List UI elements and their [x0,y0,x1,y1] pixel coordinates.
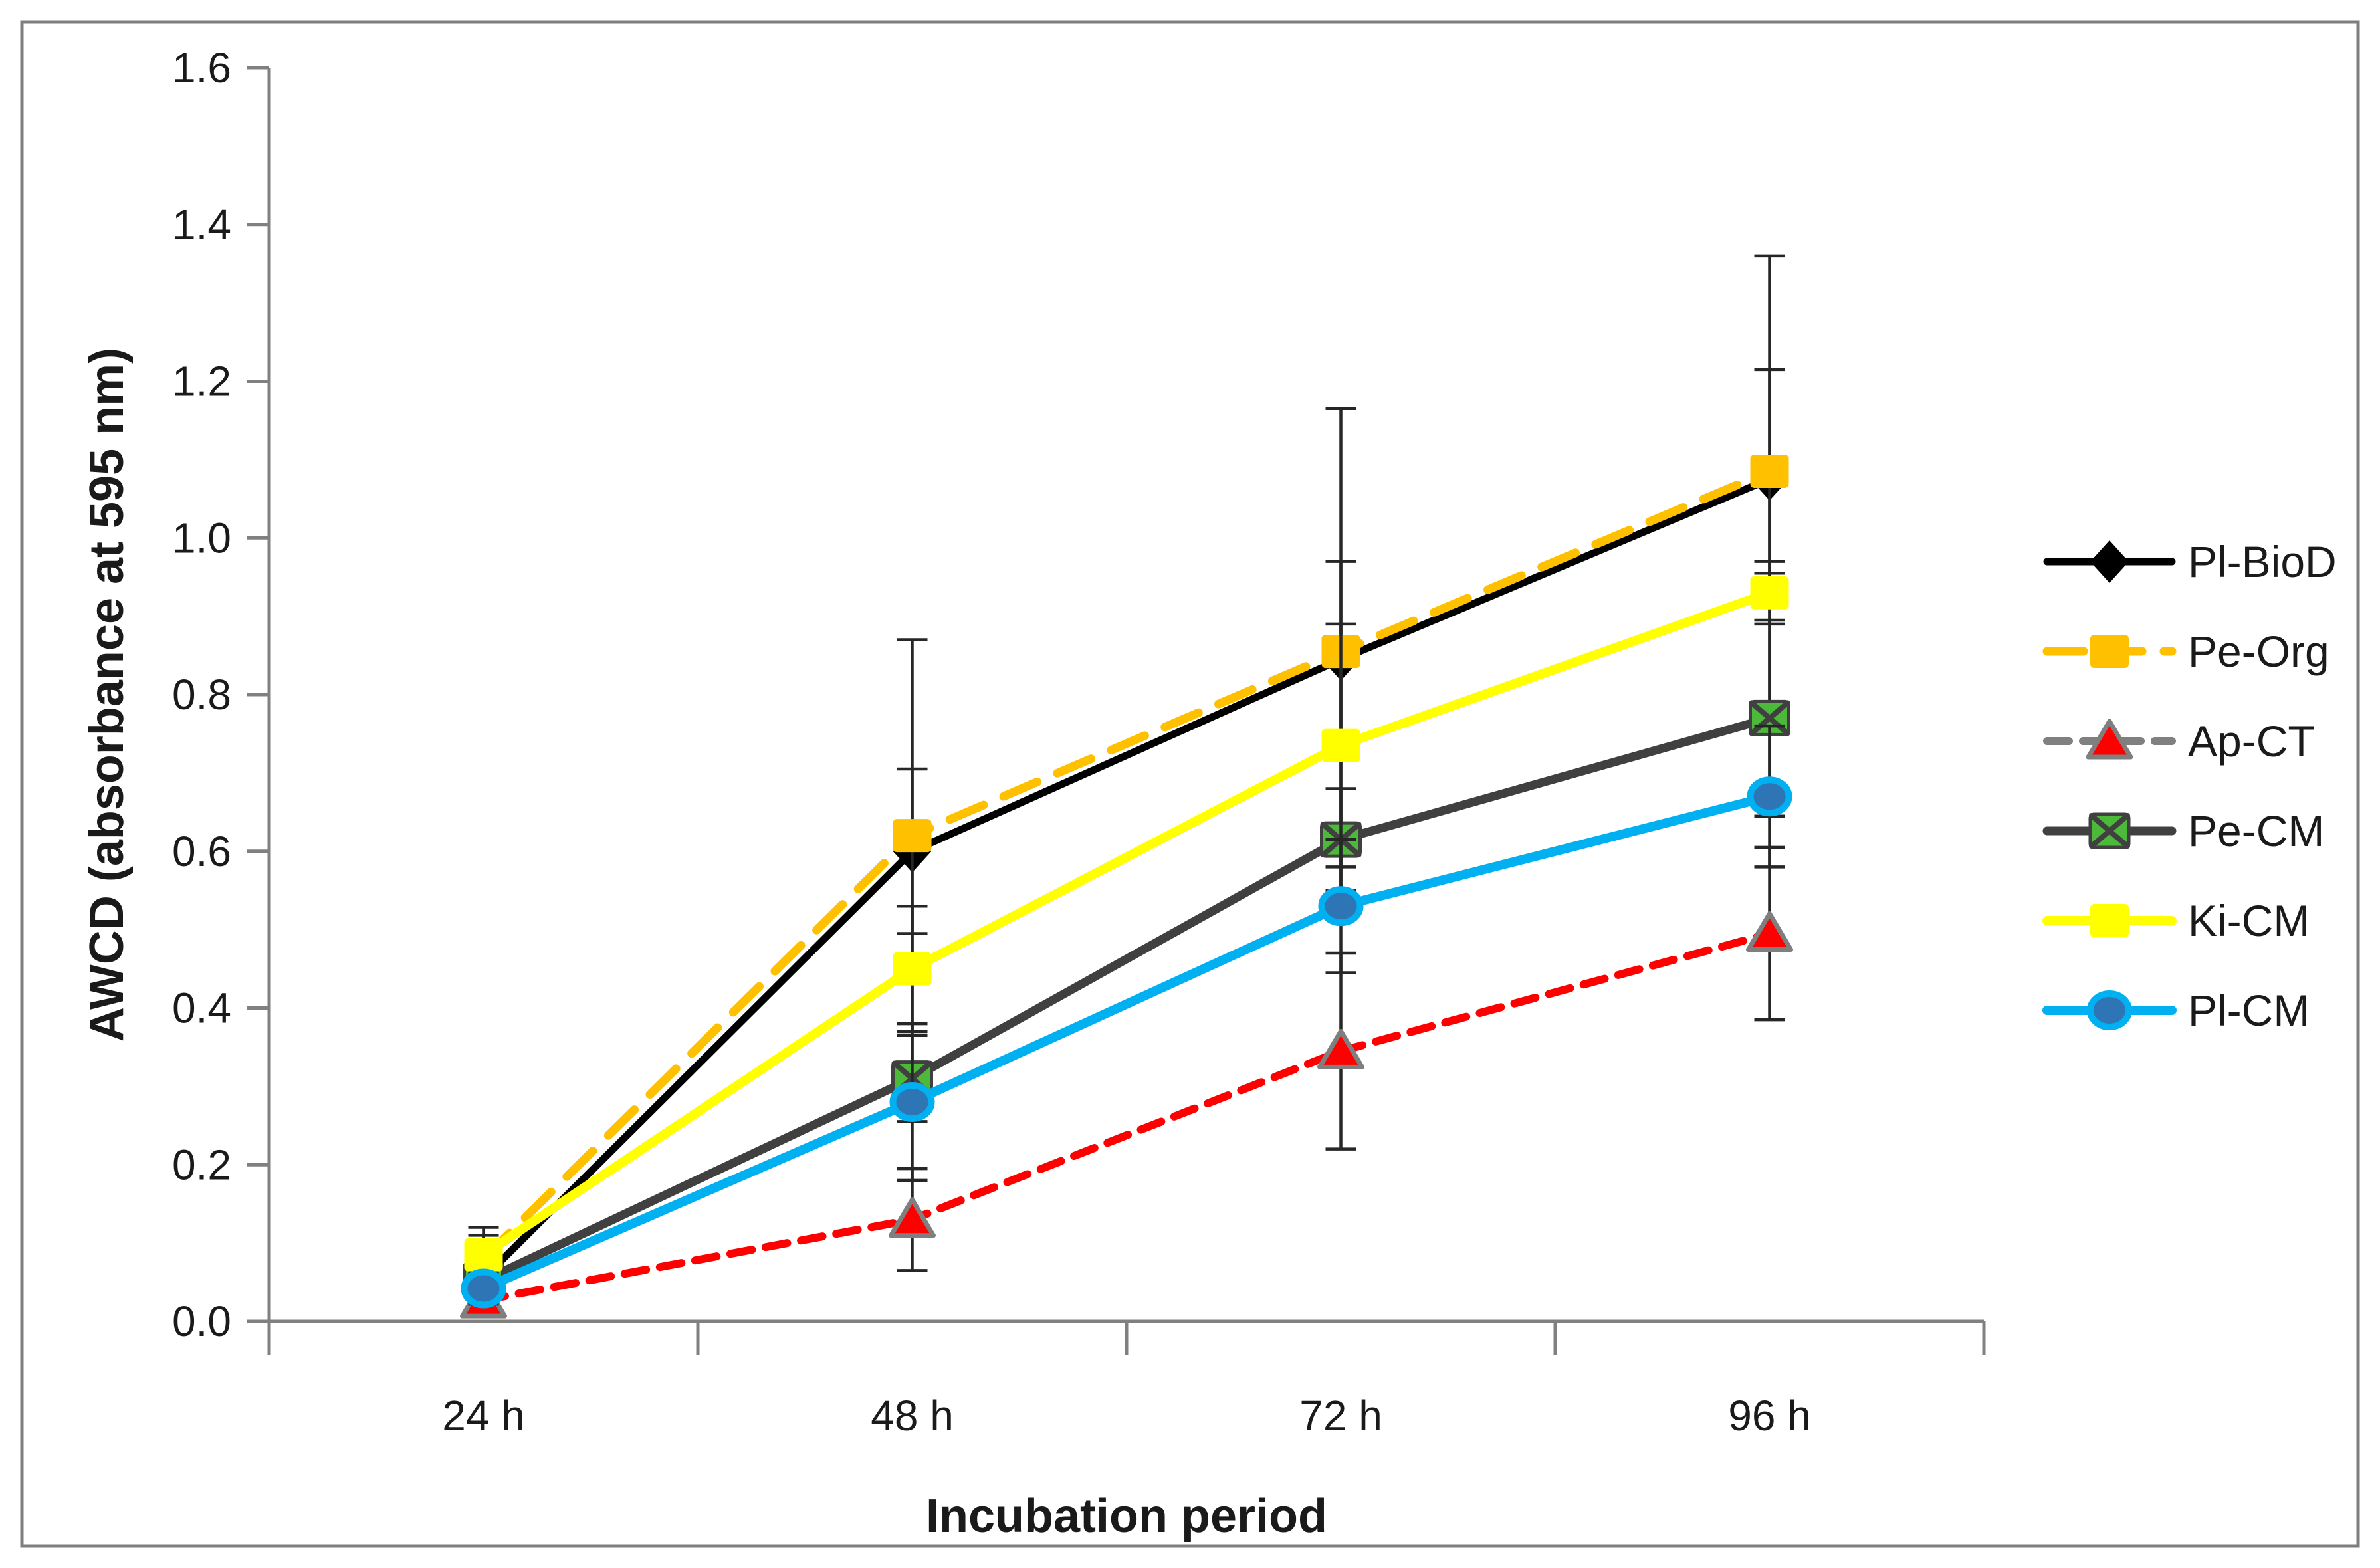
legend-label: Pl-BioD [2188,537,2337,586]
legend-label: Pl-CM [2188,986,2310,1035]
series-line [479,792,1775,1293]
legend-item: Pl-CM [2042,986,2310,1035]
series-line [479,713,1774,1286]
y-tick-label: 1.2 [172,358,231,405]
y-tick-label: 0.8 [172,671,231,719]
series-line [479,588,1775,1260]
series-line [479,467,1774,1264]
y-tick-label: 0.2 [172,1141,231,1188]
legend-marker [2086,719,2133,760]
legend-marker [2090,635,2129,668]
legend-marker-x2 [2089,813,2130,849]
series-marker [1317,1028,1364,1069]
legend-label: Pe-Org [2188,627,2329,676]
x-tick-label: 72 h [1299,1392,1382,1440]
y-axis-title: AWCD (absorbance at 595 nm) [80,348,134,1042]
series-marker [1747,776,1792,817]
y-tick-label: 1.0 [172,514,231,562]
legend-item: Pl-BioD [2043,537,2337,586]
axes [247,66,1986,1355]
legend-item: Ap-CT [2043,717,2315,766]
y-tick-label: 0.6 [172,828,231,875]
series-marker [1321,728,1360,762]
x-tick-label: 48 h [871,1392,954,1440]
series-marker [1750,455,1789,489]
series-marker [893,819,932,853]
series-marker [889,1197,936,1238]
legend-marker [2090,540,2129,583]
series-line [479,929,1774,1305]
x-tick-label: 96 h [1728,1392,1811,1440]
x-axis-title: Incubation period [926,1490,1327,1543]
legend-label: Pe-CM [2188,806,2324,855]
legend-item: Pe-Org [2042,627,2329,676]
series-marker [893,952,932,986]
figure-border [20,20,2360,1548]
series-marker-x2 [1749,700,1790,736]
series-pl-cm [461,724,1792,1309]
y-tick-label: 1.4 [172,201,231,249]
series-marker [1746,911,1793,952]
series-line [480,475,1773,1282]
legend-item: Ki-CM [2042,896,2310,945]
legend: Pl-BioD Pe-Org Ap-CT Pe-CM Ki-CM Pl-CM [2042,537,2337,1035]
legend-label: Ki-CM [2188,896,2310,945]
series-marker [461,1268,506,1309]
legend-label: Ap-CT [2188,717,2315,766]
series-marker [1318,886,1364,927]
x-tick-label: 24 h [442,1392,525,1440]
series-marker [889,1081,935,1122]
y-tick-label: 0.4 [172,984,231,1032]
y-tick-label: 0.0 [172,1297,231,1345]
series-marker [464,1238,503,1272]
legend-item: Pe-CM [2042,806,2324,855]
y-tick-label: 1.6 [172,44,231,92]
series-ap-ct [460,845,1793,1319]
legend-marker [2090,904,2129,937]
legend-marker [2087,990,2132,1030]
series-marker [1750,576,1789,610]
